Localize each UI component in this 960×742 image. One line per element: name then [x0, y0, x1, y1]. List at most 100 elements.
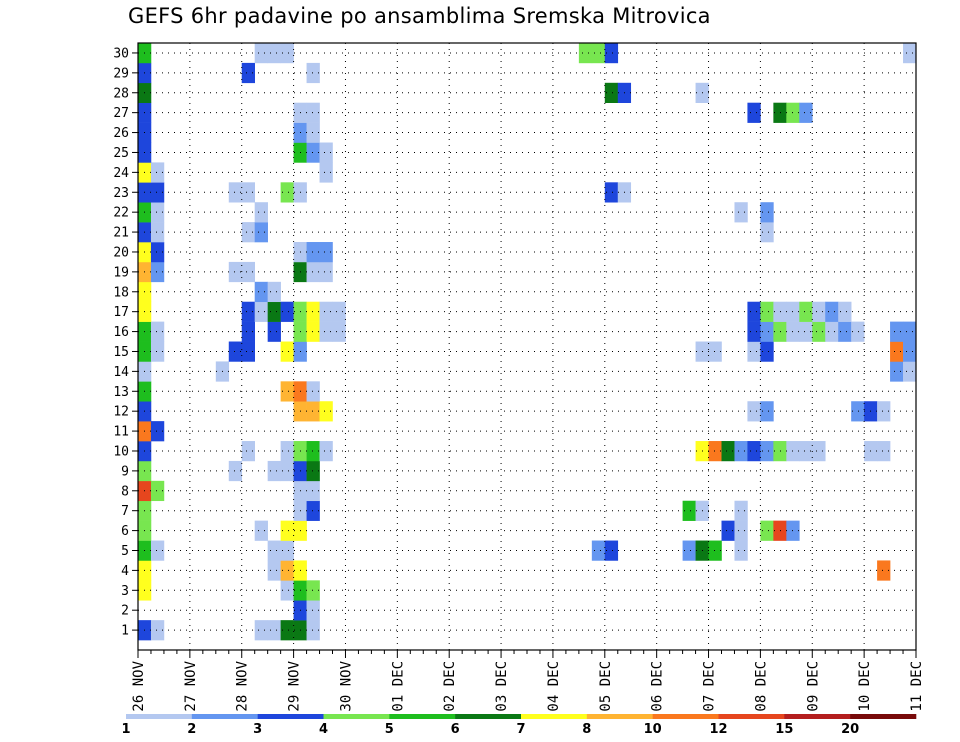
cell-m15-s44	[708, 341, 722, 362]
cell-m22-s46	[734, 202, 748, 223]
cell-m10-s45	[721, 441, 735, 462]
colorbar-label-6: 6	[451, 722, 460, 737]
cell-m15-s7	[228, 341, 243, 362]
colorbar-swatch-12	[850, 714, 917, 719]
xtick-label-1: 27 NOV	[183, 660, 199, 711]
cell-m17-s52	[812, 301, 826, 322]
heatmap-cells	[138, 43, 917, 641]
cell-m16-s15	[332, 321, 346, 342]
ytick-label-7: 7	[121, 504, 129, 519]
cell-m4-s57	[877, 560, 891, 581]
cell-m29-s13	[306, 62, 320, 84]
cell-m24-s14	[319, 162, 333, 183]
cell-m10-s51	[799, 441, 813, 462]
xtick-label-11: 07 DEC	[702, 661, 718, 712]
cell-m19-s7	[228, 261, 243, 283]
cell-m30-s11	[280, 43, 294, 64]
cell-m14-s58	[890, 361, 904, 382]
cell-m13-s11	[280, 381, 294, 402]
cell-m16-s52	[812, 321, 826, 342]
cell-m12-s13	[306, 401, 320, 422]
ytick-label-11: 11	[113, 425, 129, 440]
cell-m7-s13	[306, 500, 320, 521]
colorbar-swatch-3	[257, 714, 324, 719]
colorbar-label-9: 10	[644, 722, 662, 737]
ytick-label-21: 21	[113, 226, 129, 241]
xtick-label-2: 28 NOV	[235, 660, 251, 711]
cell-m19-s14	[319, 261, 333, 283]
cell-m6-s11	[280, 520, 294, 541]
ytick-label-9: 9	[121, 464, 129, 479]
cell-m15-s48	[760, 341, 774, 362]
xtick-label-10: 06 DEC	[650, 661, 666, 712]
cell-m19-s8	[241, 261, 255, 283]
cell-m28-s36	[604, 82, 619, 103]
cell-m17-s47	[747, 301, 761, 322]
cell-m23-s11	[280, 182, 294, 203]
cell-m11-s1	[150, 421, 165, 442]
cell-m8-s13	[306, 480, 320, 502]
colorbar-label-10: 12	[709, 722, 727, 737]
cell-m16-s13	[306, 321, 320, 342]
cell-m9-s10	[267, 460, 281, 482]
gridlines	[138, 43, 916, 650]
xtick-label-15: 11 DEC	[909, 661, 925, 712]
cell-m17-s14	[319, 301, 333, 322]
ytick-label-4: 4	[121, 564, 129, 579]
xtick-label-8: 04 DEC	[546, 661, 562, 712]
cell-m12-s14	[319, 401, 333, 422]
cell-m8-s1	[150, 480, 165, 502]
cell-m3-s13	[306, 580, 320, 601]
ytick-label-20: 20	[113, 245, 129, 260]
cell-m1-s9	[254, 620, 268, 641]
colorbar-label-8: 8	[582, 722, 591, 737]
cell-m1-s1	[150, 620, 165, 641]
cell-m17-s53	[825, 301, 839, 322]
cell-m25-s13	[306, 142, 320, 163]
ytick-label-1: 1	[121, 624, 129, 639]
cell-m21-s1	[150, 222, 165, 243]
cell-m1-s13	[306, 620, 320, 641]
ytick-label-12: 12	[113, 405, 129, 420]
cell-m27-s51	[799, 102, 813, 123]
cell-m16-s54	[838, 321, 852, 342]
cell-m9-s7	[228, 460, 243, 482]
cell-m21-s48	[760, 222, 774, 243]
cell-m9-s11	[280, 460, 294, 482]
cell-m17-s48	[760, 301, 774, 322]
cell-m25-s14	[319, 142, 333, 163]
cell-m26-s13	[306, 122, 320, 143]
colorbar-label-3: 3	[253, 722, 262, 737]
cell-m5-s42	[682, 540, 696, 561]
ytick-label-25: 25	[113, 146, 129, 161]
xtick-label-7: 03 DEC	[494, 661, 510, 712]
cell-m4-s10	[267, 560, 281, 581]
cell-m10-s11	[280, 441, 294, 462]
cell-m10-s46	[734, 441, 748, 462]
cell-m17-s8	[241, 301, 255, 322]
cell-m15-s59	[903, 341, 917, 362]
cell-m5-s10	[267, 540, 281, 561]
cell-m15-s1	[150, 341, 165, 362]
cell-m16-s55	[851, 321, 865, 342]
cell-m23-s36	[604, 182, 619, 203]
cell-m9-s13	[306, 460, 320, 482]
cell-m22-s1	[150, 202, 165, 223]
ytick-label-2: 2	[121, 604, 129, 619]
cell-m27-s13	[306, 102, 320, 123]
colorbar-swatch-7	[521, 714, 588, 719]
cell-m19-s13	[306, 261, 320, 283]
cell-m10-s47	[747, 441, 761, 462]
cell-m16-s14	[319, 321, 333, 342]
cell-m23-s7	[228, 182, 243, 203]
colorbar-swatch-6	[455, 714, 522, 719]
cell-m30-s35	[591, 43, 606, 64]
cell-m5-s44	[708, 540, 722, 561]
cell-m17-s10	[267, 301, 281, 322]
xtick-label-6: 02 DEC	[442, 661, 458, 712]
ytick-label-30: 30	[113, 46, 129, 61]
colorbar-label-5: 5	[385, 722, 394, 737]
cell-m17-s15	[332, 301, 346, 322]
xtick-label-3: 29 NOV	[287, 660, 303, 711]
colorbar-swatch-11	[784, 714, 851, 719]
